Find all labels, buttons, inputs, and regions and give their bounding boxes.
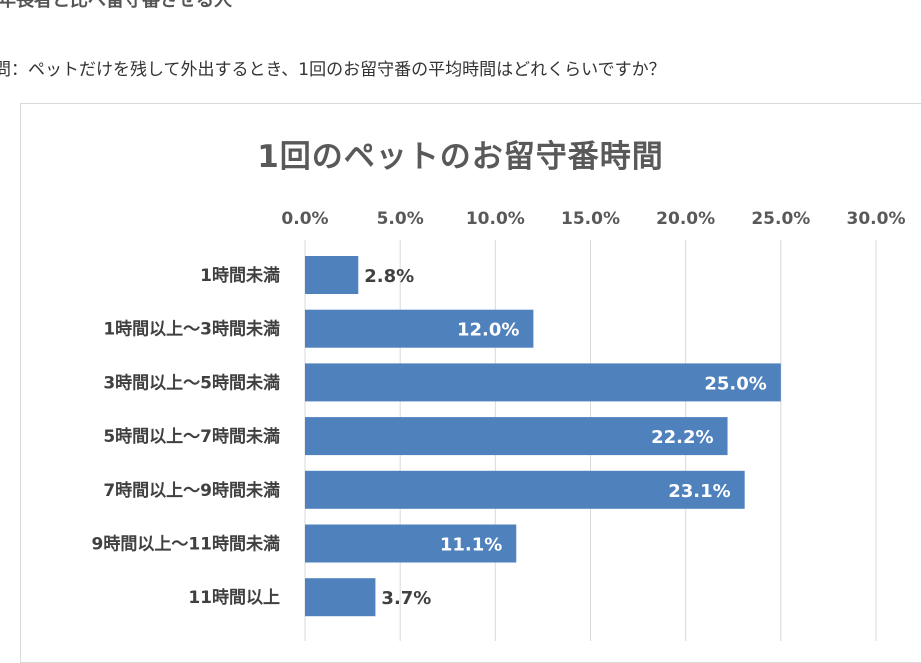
x-tick-label: 0.0%	[281, 209, 328, 229]
data-label: 22.2%	[651, 427, 713, 448]
category-label: 11時間以上	[188, 587, 280, 608]
x-tick-label: 30.0%	[847, 209, 906, 229]
x-axis-ticks: 0.0% 5.0% 10.0% 15.0% 20.0% 25.0% 30.0%	[281, 209, 905, 229]
category-labels: 1時間未満 1時間以上〜3時間未満 3時間以上〜5時間未満 5時間以上〜7時間未満 7時…	[92, 265, 281, 608]
data-label: 3.7%	[381, 588, 431, 609]
x-tick-label: 15.0%	[561, 209, 620, 229]
category-label: 1時間未満	[200, 265, 280, 286]
x-tick-label: 25.0%	[751, 209, 810, 229]
category-label: 5時間以上〜7時間未満	[103, 426, 280, 447]
bar	[305, 309, 534, 348]
data-label: 23.1%	[668, 481, 730, 502]
bar-chart: 0.0% 5.0% 10.0% 15.0% 20.0% 25.0% 30.0% 1時間未満1…	[92, 209, 905, 641]
chart-title: 1回のペットのお留守番時間	[257, 139, 664, 175]
bar	[305, 470, 745, 509]
data-label: 11.1%	[440, 535, 502, 556]
category-label: 7時間以上〜9時間未満	[103, 480, 280, 501]
bar	[305, 524, 517, 563]
bar	[305, 363, 781, 402]
data-label: 2.8%	[364, 266, 414, 287]
data-label: 25.0%	[704, 373, 766, 394]
bars	[305, 256, 781, 617]
data-label: 12.0%	[457, 320, 519, 341]
section-heading-partial: 年長者と比べ留守番させる人	[0, 0, 232, 11]
x-tick-label: 20.0%	[656, 209, 715, 229]
survey-question: 問：ペットだけを残して外出するとき、1回のお留守番の平均時間はどれくらいですか？	[0, 60, 666, 80]
bar	[305, 578, 376, 617]
category-label: 3時間以上〜5時間未満	[103, 372, 280, 393]
x-tick-label: 5.0%	[377, 209, 424, 229]
bar	[305, 417, 728, 456]
bar	[305, 256, 359, 294]
category-label: 9時間以上〜11時間未満	[92, 534, 281, 555]
data-labels: 2.8% 12.0% 25.0% 22.2% 23.1% 11.1% 3.7%	[364, 266, 767, 609]
category-label: 1時間以上〜3時間未満	[103, 319, 280, 340]
x-tick-label: 10.0%	[466, 209, 525, 229]
